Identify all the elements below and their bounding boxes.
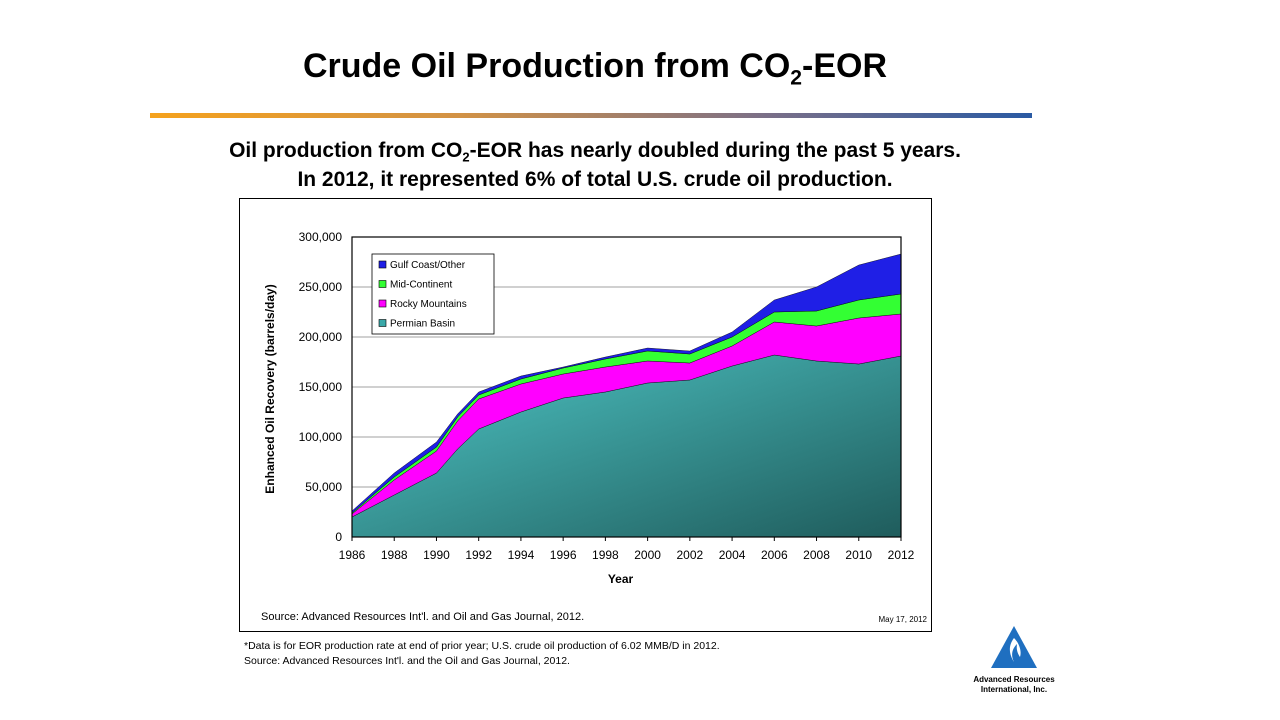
x-tick-label: 1994 — [508, 548, 535, 562]
x-tick-label: 1988 — [381, 548, 408, 562]
chart-source: Source: Advanced Resources Int'l. and Oi… — [261, 611, 585, 623]
x-tick-label: 1990 — [423, 548, 450, 562]
slide-title: Crude Oil Production from CO2-EOR — [302, 47, 888, 90]
y-tick-label: 0 — [335, 530, 342, 544]
subtitle-line-1: Oil production from CO2-EOR has nearly d… — [229, 139, 961, 165]
flame-triangle-icon — [991, 626, 1037, 668]
legend-box — [371, 253, 495, 335]
x-tick-label: 1986 — [339, 548, 366, 562]
footnote: *Data is for EOR production rate at end … — [244, 639, 720, 669]
company-logo: Advanced Resources International, Inc. — [966, 624, 1062, 695]
title-divider — [150, 113, 1032, 118]
x-tick-label: 1996 — [550, 548, 577, 562]
legend-label: Rocky Mountains — [390, 299, 467, 310]
x-tick-label: 2012 — [888, 548, 915, 562]
x-tick-label: 2004 — [719, 548, 746, 562]
y-tick-label: 250,000 — [299, 280, 343, 294]
legend-label: Permian Basin — [390, 319, 455, 330]
x-tick-label: 2002 — [676, 548, 703, 562]
slide-subtitle: Oil production from CO2-EOR has nearly d… — [150, 136, 1040, 194]
y-axis-title: Enhanced Oil Recovery (barrels/day) — [263, 284, 277, 493]
y-tick-label: 200,000 — [299, 330, 343, 344]
subtitle-line-2: In 2012, it represented 6% of total U.S.… — [297, 168, 893, 191]
chart-date: May 17, 2012 — [878, 615, 927, 624]
legend-label: Gulf Coast/Other — [390, 260, 466, 271]
x-tick-label: 2010 — [845, 548, 872, 562]
legend-swatch — [378, 280, 387, 288]
x-tick-label: 2006 — [761, 548, 788, 562]
x-tick-label: 2008 — [803, 548, 830, 562]
x-tick-label: 1998 — [592, 548, 619, 562]
x-axis-title: Year — [608, 572, 634, 586]
logo-line-1: Advanced Resources — [973, 675, 1055, 684]
legend-swatch — [378, 319, 387, 327]
footnote-line-1: *Data is for EOR production rate at end … — [244, 640, 720, 652]
legend-swatch — [378, 299, 387, 308]
y-tick-label: 50,000 — [305, 480, 342, 494]
x-tick-label: 1992 — [465, 548, 492, 562]
y-tick-label: 300,000 — [299, 230, 343, 244]
y-tick-label: 150,000 — [299, 380, 343, 394]
legend-swatch — [378, 260, 387, 269]
legend-label: Mid-Continent — [390, 280, 452, 291]
eor-area-chart: 0 50,000 100,000 150,000 200,000 250,000 300,0… — [263, 230, 915, 586]
plot-frame — [351, 236, 902, 538]
footnote-line-2: Source: Advanced Resources Int'l. and th… — [244, 655, 570, 667]
chart-legend: Gulf Coast/Other Mid-Continent Rocky Mount… — [371, 253, 495, 335]
x-tick-label: 2000 — [634, 548, 661, 562]
y-tick-label: 100,000 — [299, 430, 343, 444]
logo-line-2: International, Inc. — [980, 685, 1048, 694]
chart-frame: 0 50,000 100,000 150,000 200,000 250,000 300,0… — [239, 198, 932, 632]
